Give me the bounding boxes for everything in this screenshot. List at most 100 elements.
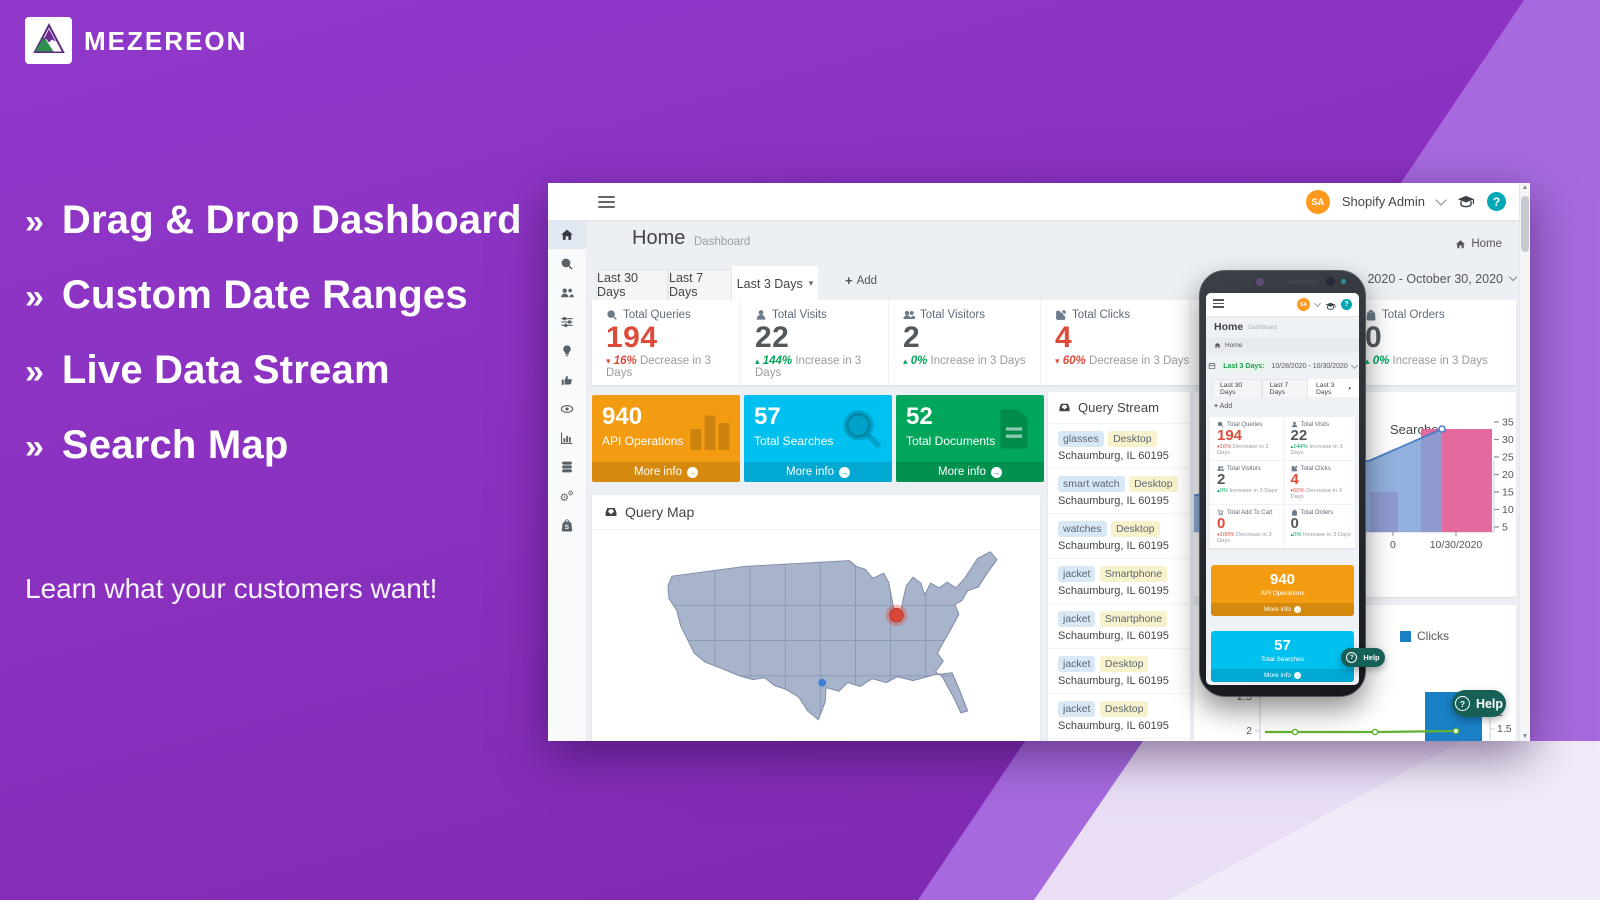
bag-icon — [1365, 309, 1377, 321]
scroll-up-arrow[interactable]: ▲ — [1521, 184, 1529, 191]
avatar[interactable]: SA — [1297, 298, 1310, 311]
chevron-down-icon[interactable] — [1313, 299, 1322, 308]
more-info-link[interactable]: More info → — [592, 462, 740, 482]
sidebar-item-shopify-bag[interactable]: S — [548, 510, 586, 539]
phone-date-label: Last 3 Days: — [1220, 361, 1268, 371]
phone-front-camera — [1326, 277, 1335, 286]
tab-last-30-days[interactable]: Last 30 Days — [596, 269, 668, 300]
hamburger-icon[interactable] — [598, 196, 615, 211]
query-stream-item[interactable]: jacket Desktop Schaumburg, IL 60195 — [1048, 649, 1190, 694]
home-icon — [1214, 342, 1221, 349]
sidebar-item-gears[interactable]: ⚙ ⚙ — [548, 481, 586, 510]
sidebar-item-lightbulb[interactable] — [548, 336, 586, 365]
query-stream-list: glasses Desktop Schaumburg, IL 60195 sma… — [1048, 424, 1190, 739]
phone-stat-value: 22 — [1290, 427, 1308, 444]
phone-breadcrumb[interactable]: Home — [1206, 338, 1359, 353]
help-circle-icon[interactable]: ? — [1341, 299, 1352, 310]
magnifier-icon — [606, 309, 618, 321]
device-badge: Desktop — [1129, 476, 1178, 492]
clicks-left-tick: 2 — [1246, 725, 1252, 737]
more-info-link[interactable]: More info → — [1211, 603, 1354, 616]
arrow-circle-icon: → — [1294, 672, 1302, 679]
stats-row: Total Queries 194 ▾ 16% Decrease in 3 Da… — [592, 300, 1516, 385]
us-query-map[interactable] — [656, 543, 1008, 741]
click-icon — [1055, 309, 1067, 321]
chevron-down-icon[interactable] — [1435, 193, 1447, 206]
phone-stat-value: 0 — [1217, 515, 1226, 532]
feature-bullet: » — [25, 278, 44, 316]
help-circle-icon[interactable]: ? — [1487, 192, 1506, 211]
sidebar-item-home[interactable] — [548, 220, 586, 249]
phone-stat-change: ▴0% Increase in 3 Days — [1290, 532, 1352, 538]
sidebar-item-users[interactable] — [548, 278, 586, 307]
scroll-down-arrow[interactable]: ▼ — [1521, 733, 1529, 740]
brand-logo — [25, 17, 72, 64]
sidebar-item-search[interactable] — [548, 249, 586, 278]
svg-text:10/30/2020: 10/30/2020 — [1430, 539, 1483, 551]
chevron-down-icon — [1508, 272, 1518, 282]
scrollbar[interactable]: ▲ ▼ — [1519, 183, 1530, 741]
bar-chart-icon — [560, 431, 574, 445]
magnifier-icon — [838, 405, 886, 453]
add-tab-button[interactable]: + Add — [845, 273, 878, 288]
query-badge: jacket — [1058, 656, 1096, 672]
query-stream-item[interactable]: jacket Smartphone Schaumburg, IL 60195 — [1048, 559, 1190, 604]
query-stream-item[interactable]: jacket Smartphone Schaumburg, IL 60195 — [1048, 604, 1190, 649]
phone-stat-value: 194 — [1217, 427, 1243, 444]
user-menu[interactable]: Shopify Admin — [1341, 194, 1425, 209]
tab-last-3-days[interactable]: Last 3 Days ▾ — [732, 266, 818, 300]
home-icon — [560, 228, 574, 242]
feature-item: » Search Map — [25, 423, 522, 468]
tab-last-7-days[interactable]: Last 7 Days — [1261, 379, 1308, 397]
query-stream-item[interactable]: smart watch Desktop Schaumburg, IL 60195 — [1048, 469, 1190, 514]
query-stream-item[interactable]: jacket Desktop Schaumburg, IL 60195 — [1048, 694, 1190, 739]
feature-item: » Live Data Stream — [25, 348, 522, 393]
breadcrumb[interactable]: Home — [1455, 238, 1502, 250]
phone-stat-change: ▾60% Decrease in 3 Days — [1290, 488, 1343, 500]
clicks-legend[interactable]: Clicks — [1400, 629, 1449, 643]
caret-down-icon: ▾ — [808, 278, 814, 288]
sidebar-item-sliders[interactable] — [548, 307, 586, 336]
stat-change: ▴ 0% Increase in 3 Days — [903, 355, 1026, 367]
query-stream-item[interactable]: watches Desktop Schaumburg, IL 60195 — [1048, 514, 1190, 559]
phone-help-button[interactable]: ? Help — [1341, 648, 1385, 667]
searches-point[interactable] — [1438, 425, 1446, 433]
device-badge: Desktop — [1099, 656, 1149, 672]
inbox-icon — [604, 505, 618, 519]
graduation-cap-icon[interactable] — [1325, 299, 1336, 310]
sidebar-item-thumbs-up[interactable] — [548, 365, 586, 394]
scrollbar-thumb[interactable] — [1521, 196, 1529, 252]
arrow-circle-icon: → — [838, 466, 850, 478]
map-marker-large[interactable] — [889, 607, 904, 623]
date-range-picker[interactable]: 2020 - October 30, 2020 — [1367, 272, 1518, 286]
phone-add-button[interactable]: + Add — [1214, 403, 1233, 410]
page-title: Home — [632, 227, 686, 249]
svg-text:⚙: ⚙ — [560, 491, 569, 502]
sidebar-item-database[interactable] — [548, 452, 586, 481]
sidebar-item-eye[interactable] — [548, 394, 586, 423]
phone-mockup: SA ? Home Dashboard Home Last 3 Days: 10… — [1199, 270, 1366, 697]
query-stream-item[interactable]: glasses Desktop Schaumburg, IL 60195 — [1048, 424, 1190, 469]
graduation-cap-icon[interactable] — [1457, 193, 1475, 211]
stat-label: Total Queries — [623, 309, 691, 321]
search-icon — [560, 257, 574, 271]
more-info-link[interactable]: More info → — [744, 462, 892, 482]
query-badge: jacket — [1058, 701, 1096, 717]
calendar-icon — [1208, 362, 1216, 370]
sidebar-item-bar-chart[interactable] — [548, 423, 586, 452]
help-button[interactable]: ? Help — [1452, 690, 1506, 717]
more-info-link[interactable]: More info → — [1211, 669, 1354, 682]
info-card-label: Total Documents — [906, 434, 996, 448]
hamburger-icon[interactable] — [1213, 299, 1224, 310]
phone-stat-change: ▾16% Decrease in 3 Days — [1217, 444, 1269, 456]
phone-date-bar[interactable]: Last 3 Days: 10/28/2020 - 10/30/2020 — [1206, 361, 1359, 371]
avatar[interactable]: SA — [1305, 189, 1330, 214]
more-info-link[interactable]: More info → — [896, 462, 1044, 482]
phone-sensor-dot — [1270, 280, 1273, 283]
tab-last-7-days[interactable]: Last 7 Days — [668, 269, 732, 300]
tab-last-30-days[interactable]: Last 30 Days — [1212, 379, 1262, 397]
tab-last-3-days[interactable]: Last 3 Days ▾ — [1307, 379, 1359, 397]
map-marker-small[interactable] — [818, 678, 827, 687]
feature-bullet: » — [25, 203, 44, 241]
